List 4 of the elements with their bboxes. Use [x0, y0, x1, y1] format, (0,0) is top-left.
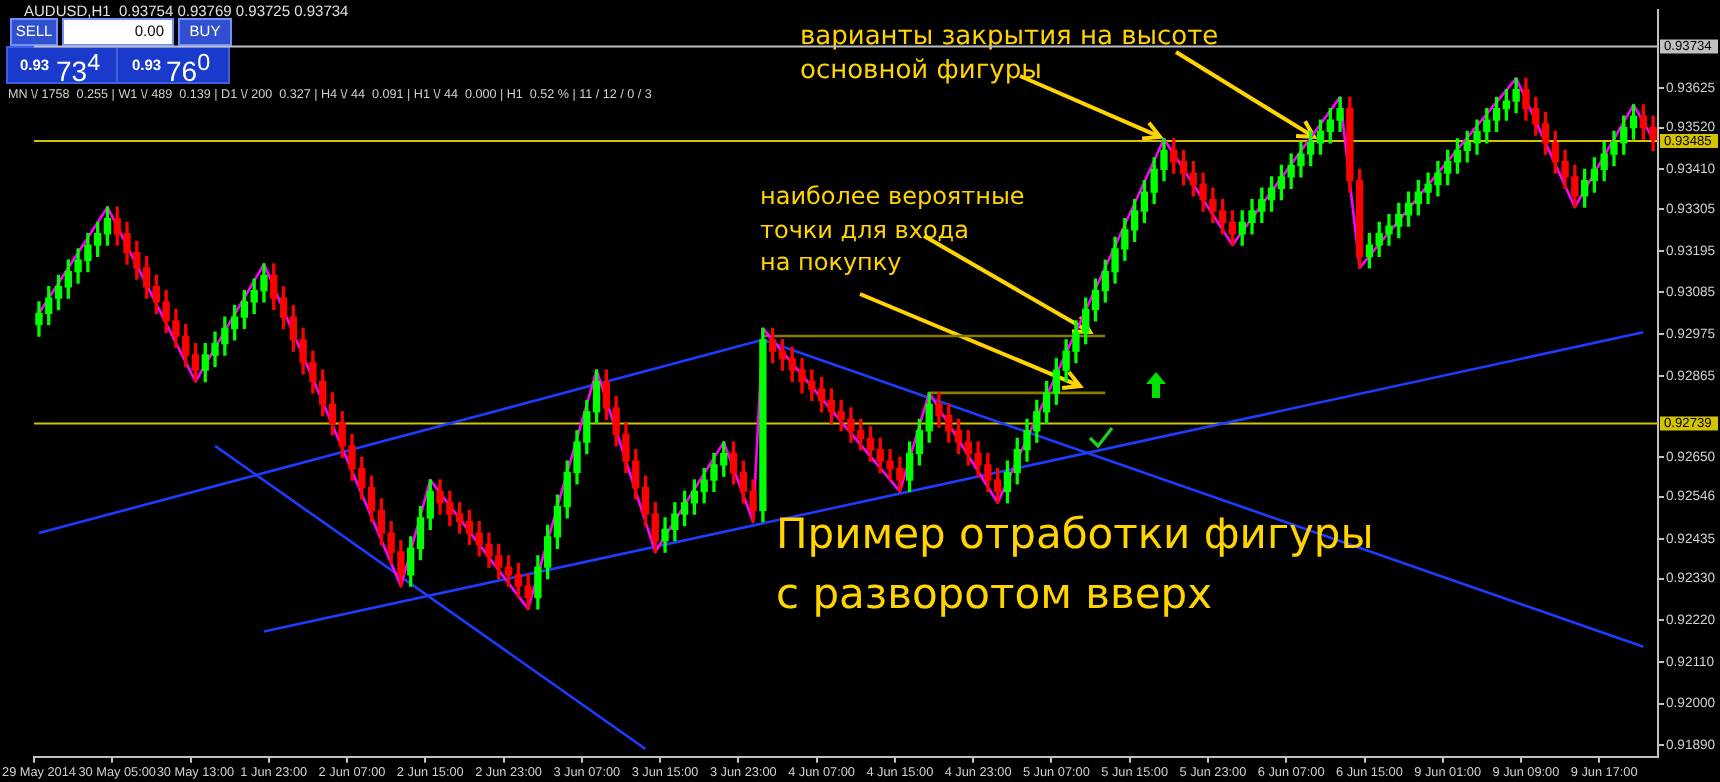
- annotation: 73$^{4}$: [56, 48, 101, 89]
- annotation: 76$^{0}$: [166, 48, 211, 89]
- annotation: варианты закрытия на высоте основной фигуры: [800, 20, 1219, 88]
- annotation: наиболее вероятные точки для входа на покупку: [760, 180, 1025, 279]
